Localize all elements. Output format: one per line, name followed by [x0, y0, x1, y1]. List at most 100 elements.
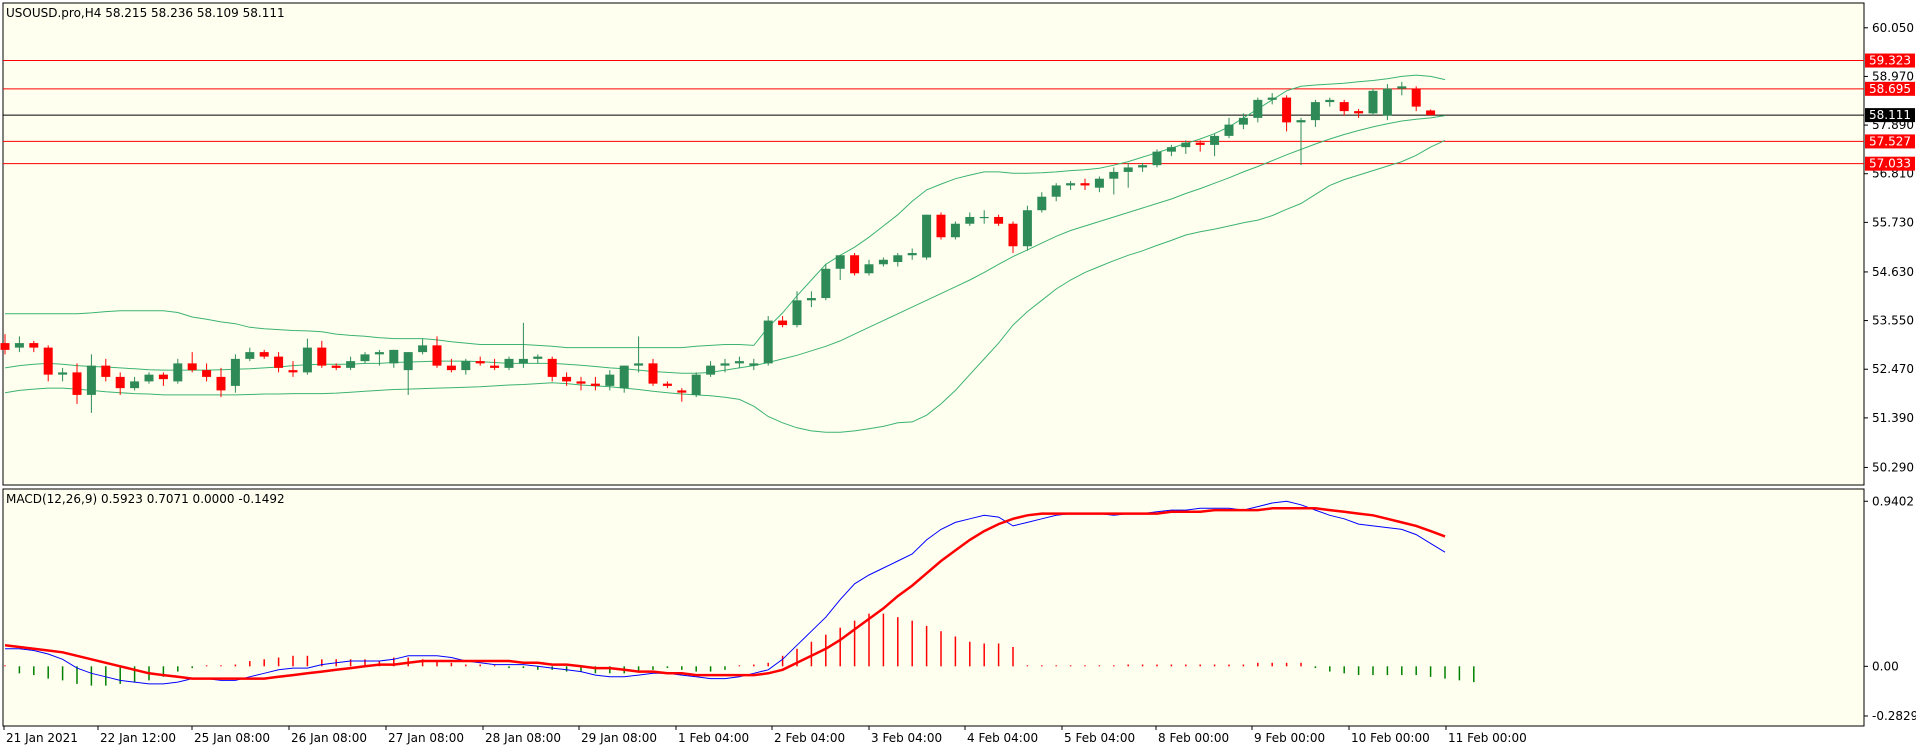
- candle: [533, 354, 543, 364]
- candle: [1253, 97, 1263, 123]
- candle-body: [504, 358, 514, 368]
- candle-body: [418, 345, 428, 353]
- candle-body: [1339, 102, 1349, 112]
- candle: [461, 358, 471, 375]
- candle-body: [850, 255, 860, 274]
- price-tick-label: 51.390: [1872, 411, 1914, 425]
- candle: [475, 356, 485, 366]
- price-tick-label: 52.470: [1872, 362, 1914, 376]
- price-tick-label: 54.630: [1872, 265, 1914, 279]
- candle: [1238, 113, 1248, 130]
- candle: [1066, 180, 1076, 190]
- candle-body: [475, 361, 485, 364]
- time-tick-label: 28 Jan 08:00: [485, 731, 561, 745]
- time-tick-label: 3 Feb 04:00: [871, 731, 942, 745]
- candle: [821, 264, 831, 301]
- candle: [1094, 176, 1104, 193]
- candle-body: [1195, 142, 1205, 145]
- candle-body: [1397, 86, 1407, 89]
- candle-body: [677, 390, 687, 393]
- candle: [864, 259, 874, 276]
- candle-body: [1094, 178, 1104, 188]
- time-tick-label: 9 Feb 00:00: [1254, 731, 1325, 745]
- candle-body: [1282, 97, 1292, 123]
- candle: [734, 356, 744, 368]
- candle-body: [634, 363, 644, 366]
- price-panel[interactable]: 60.05058.97057.89056.81055.73054.63053.5…: [0, 2, 1916, 486]
- candle-body: [346, 361, 356, 368]
- time-tick-label: 22 Jan 12:00: [100, 731, 176, 745]
- candle: [158, 372, 168, 386]
- candle-body: [1181, 142, 1191, 148]
- candle-body: [994, 216, 1004, 224]
- candle: [1152, 149, 1162, 168]
- candle-body: [14, 343, 24, 348]
- candle-body: [1426, 110, 1436, 116]
- candle: [29, 340, 39, 353]
- candle-body: [590, 383, 600, 386]
- time-tick-label: 10 Feb 00:00: [1351, 731, 1430, 745]
- candle-body: [1267, 97, 1277, 100]
- candle-body: [864, 264, 874, 274]
- candle: [1397, 81, 1407, 96]
- price-tick-label: 53.550: [1872, 314, 1914, 328]
- candle-body: [1080, 183, 1090, 186]
- candle: [259, 349, 269, 359]
- candle-body: [461, 361, 471, 371]
- price-tick-label: 50.290: [1872, 460, 1914, 474]
- level-label-bg: [1865, 134, 1915, 149]
- candle: [1339, 99, 1349, 116]
- candle-body: [576, 381, 586, 384]
- macd-panel[interactable]: 0.9402 0.00 -0.2829: [2, 488, 1916, 727]
- candle: [677, 388, 687, 402]
- candle: [144, 372, 154, 384]
- candle-body: [274, 356, 284, 368]
- price-header: USOUSD.pro,H4 58.215 58.236 58.109 58.11…: [6, 6, 285, 20]
- candle-body: [173, 363, 183, 382]
- candle: [115, 372, 125, 395]
- price-tick-label: 58.970: [1872, 69, 1914, 83]
- candle-body: [29, 343, 39, 348]
- candle: [835, 255, 845, 281]
- candle-body: [706, 365, 716, 375]
- candle: [662, 381, 672, 389]
- candle: [1325, 97, 1335, 107]
- candle-body: [1224, 124, 1234, 136]
- candle: [14, 336, 24, 353]
- candle-body: [1325, 99, 1335, 103]
- candle-body: [446, 365, 456, 371]
- candle: [590, 376, 600, 391]
- candle: [216, 367, 226, 398]
- candle-body: [144, 374, 154, 382]
- candle: [173, 358, 183, 384]
- candle-body: [950, 223, 960, 238]
- candle-body: [389, 349, 399, 364]
- level-label: 58.695: [1869, 82, 1911, 96]
- candle-body: [101, 365, 111, 377]
- candle: [43, 345, 53, 382]
- candle-body: [763, 320, 773, 364]
- candle: [1138, 162, 1148, 172]
- macd-header: MACD(12,26,9) 0.5923 0.7071 0.0000 -0.14…: [6, 492, 285, 506]
- candle: [562, 372, 572, 386]
- candle-body: [259, 352, 269, 357]
- candle: [1123, 162, 1133, 188]
- time-tick-label: 2 Feb 04:00: [774, 731, 845, 745]
- candle-body: [72, 372, 82, 395]
- level-label: 59.323: [1869, 54, 1911, 68]
- candle: [907, 248, 917, 260]
- candle: [850, 253, 860, 276]
- candle-body: [331, 365, 341, 368]
- candle: [1368, 88, 1378, 116]
- candle-body: [1253, 99, 1263, 118]
- candle: [778, 316, 788, 328]
- candle-body: [216, 376, 226, 391]
- candle: [504, 356, 514, 371]
- candle-body: [518, 358, 528, 364]
- candle-body: [778, 320, 788, 326]
- candle-body: [749, 363, 759, 366]
- candle: [245, 347, 255, 362]
- candle-body: [619, 365, 629, 389]
